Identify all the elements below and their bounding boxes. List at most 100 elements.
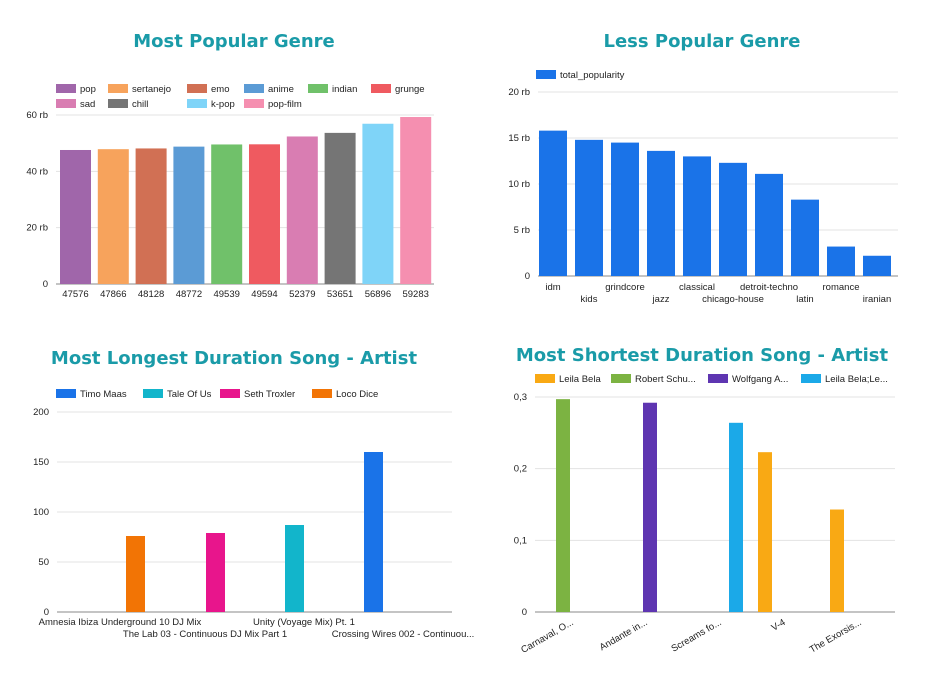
- y-tick-label: 0: [522, 607, 527, 618]
- bar: [249, 144, 280, 284]
- chart-title: Less Popular Genre: [603, 31, 801, 52]
- legend-label: anime: [268, 84, 294, 95]
- chart-svg: Leila Bela Robert Schu... Wolfgang A... Lei…: [514, 374, 895, 656]
- legend-label: indian: [332, 84, 357, 95]
- x-tick-label: Crossing Wires 002 - Continuou...: [332, 629, 475, 640]
- y-tick-label: 0: [525, 271, 530, 282]
- chart-less-popular-genre: Less Popular Genre total_popularity 0 5 rb…: [468, 0, 936, 330]
- x-tick-label: The Lab 03 - Continuous DJ Mix Part 1: [123, 629, 287, 640]
- legend-label: chill: [132, 99, 148, 110]
- bar: [206, 533, 225, 612]
- x-tick-label: kids: [581, 294, 598, 305]
- legend-swatch: [56, 389, 76, 398]
- legend-swatch: [371, 84, 391, 93]
- x-tick-label: 47866: [100, 289, 126, 300]
- y-tick-label: 20 rb: [508, 87, 530, 98]
- legend-label: Timo Maas: [80, 389, 127, 400]
- legend-label: Leila Bela;Le...: [825, 374, 888, 385]
- legend-label: Leila Bela: [559, 374, 601, 385]
- bar: [126, 536, 145, 612]
- x-tick-label: 59283: [402, 289, 428, 300]
- x-tick-label: iranian: [863, 294, 892, 305]
- bar: [830, 509, 844, 612]
- y-tick-label: 100: [33, 507, 49, 518]
- x-tick-label: 56896: [365, 289, 391, 300]
- chart-most-popular-genre: Most Popular Genre pop sertanejo emo anime i…: [0, 0, 468, 330]
- bar: [400, 117, 432, 284]
- legend-swatch: [143, 389, 163, 398]
- legend-swatch: [611, 374, 631, 383]
- legend-swatch: [56, 84, 76, 93]
- bar: [97, 149, 129, 284]
- legend-label: Seth Troxler: [244, 389, 295, 400]
- legend-label: total_popularity: [560, 70, 625, 81]
- legend-label: k-pop: [211, 99, 235, 110]
- x-tick-label: The Exorsis...: [808, 617, 864, 656]
- x-tick-label: classical: [679, 282, 715, 293]
- bar: [729, 422, 743, 612]
- legend-label: Loco Dice: [336, 389, 378, 400]
- legend-swatch: [108, 99, 128, 108]
- legend-label: grunge: [395, 84, 425, 95]
- y-tick-label: 150: [33, 457, 49, 468]
- bar: [135, 148, 167, 284]
- x-tick-label: latin: [796, 294, 813, 305]
- y-tick-label: 15 rb: [508, 133, 530, 144]
- bar: [791, 199, 819, 276]
- chart-longest-duration: Most Longest Duration Song - Artist Timo…: [0, 340, 474, 699]
- x-tick-label: 49539: [213, 289, 239, 300]
- y-tick-label: 0,3: [514, 392, 527, 403]
- legend-swatch: [536, 70, 556, 79]
- bar: [539, 130, 567, 276]
- legend-swatch: [187, 84, 207, 93]
- legend-label: Wolfgang A...: [732, 374, 788, 385]
- x-tick-label: grindcore: [605, 282, 645, 293]
- bar: [364, 452, 383, 612]
- legend-swatch: [308, 84, 328, 93]
- x-tick-label: Screams fo...: [670, 617, 724, 655]
- y-tick-label: 40 rb: [26, 166, 48, 177]
- bar: [755, 173, 783, 276]
- legend-label: emo: [211, 84, 229, 95]
- x-tick-label: idm: [545, 282, 560, 293]
- legend-label: sad: [80, 99, 95, 110]
- x-tick-label: Andante in...: [598, 617, 650, 653]
- y-tick-label: 50: [38, 557, 49, 568]
- legend-label: sertanejo: [132, 84, 171, 95]
- bar: [683, 156, 711, 276]
- bar: [643, 402, 657, 612]
- bar: [60, 149, 91, 284]
- x-tick-label: V-4: [770, 617, 788, 634]
- legend-swatch: [220, 389, 240, 398]
- bar: [863, 255, 891, 276]
- x-tick-label: 48128: [138, 289, 164, 300]
- legend-swatch: [708, 374, 728, 383]
- bar: [173, 146, 205, 284]
- bar: [286, 136, 318, 284]
- chart-title: Most Shortest Duration Song - Artist: [515, 345, 889, 366]
- bar: [324, 132, 356, 284]
- bar: [285, 525, 304, 612]
- x-tick-label: 48772: [176, 289, 202, 300]
- x-tick-label: chicago-house: [702, 294, 764, 305]
- y-tick-label: 10 rb: [508, 179, 530, 190]
- y-tick-label: 20 rb: [26, 223, 48, 234]
- chart-svg: Timo Maas Tale Of Us Seth Troxler Loco Dice…: [33, 389, 474, 640]
- legend-swatch: [801, 374, 821, 383]
- y-tick-label: 60 rb: [26, 110, 48, 121]
- bar: [575, 139, 603, 276]
- x-tick-label: 47576: [62, 289, 88, 300]
- legend-label: pop-film: [268, 99, 302, 110]
- y-tick-label: 5 rb: [514, 225, 530, 236]
- legend-swatch: [108, 84, 128, 93]
- legend-label: Tale Of Us: [167, 389, 212, 400]
- y-tick-label: 0,2: [514, 464, 527, 475]
- bar: [719, 162, 747, 276]
- bar: [758, 452, 772, 612]
- x-tick-label: jazz: [652, 294, 670, 305]
- chart-shortest-duration: Most Shortest Duration Song - Artist Lei…: [468, 340, 936, 699]
- chart-svg: pop sertanejo emo anime indian grunge sad chill…: [26, 84, 434, 300]
- x-tick-label: Carnaval, O...: [519, 617, 575, 656]
- bar: [827, 246, 855, 276]
- y-tick-label: 0,1: [514, 535, 527, 546]
